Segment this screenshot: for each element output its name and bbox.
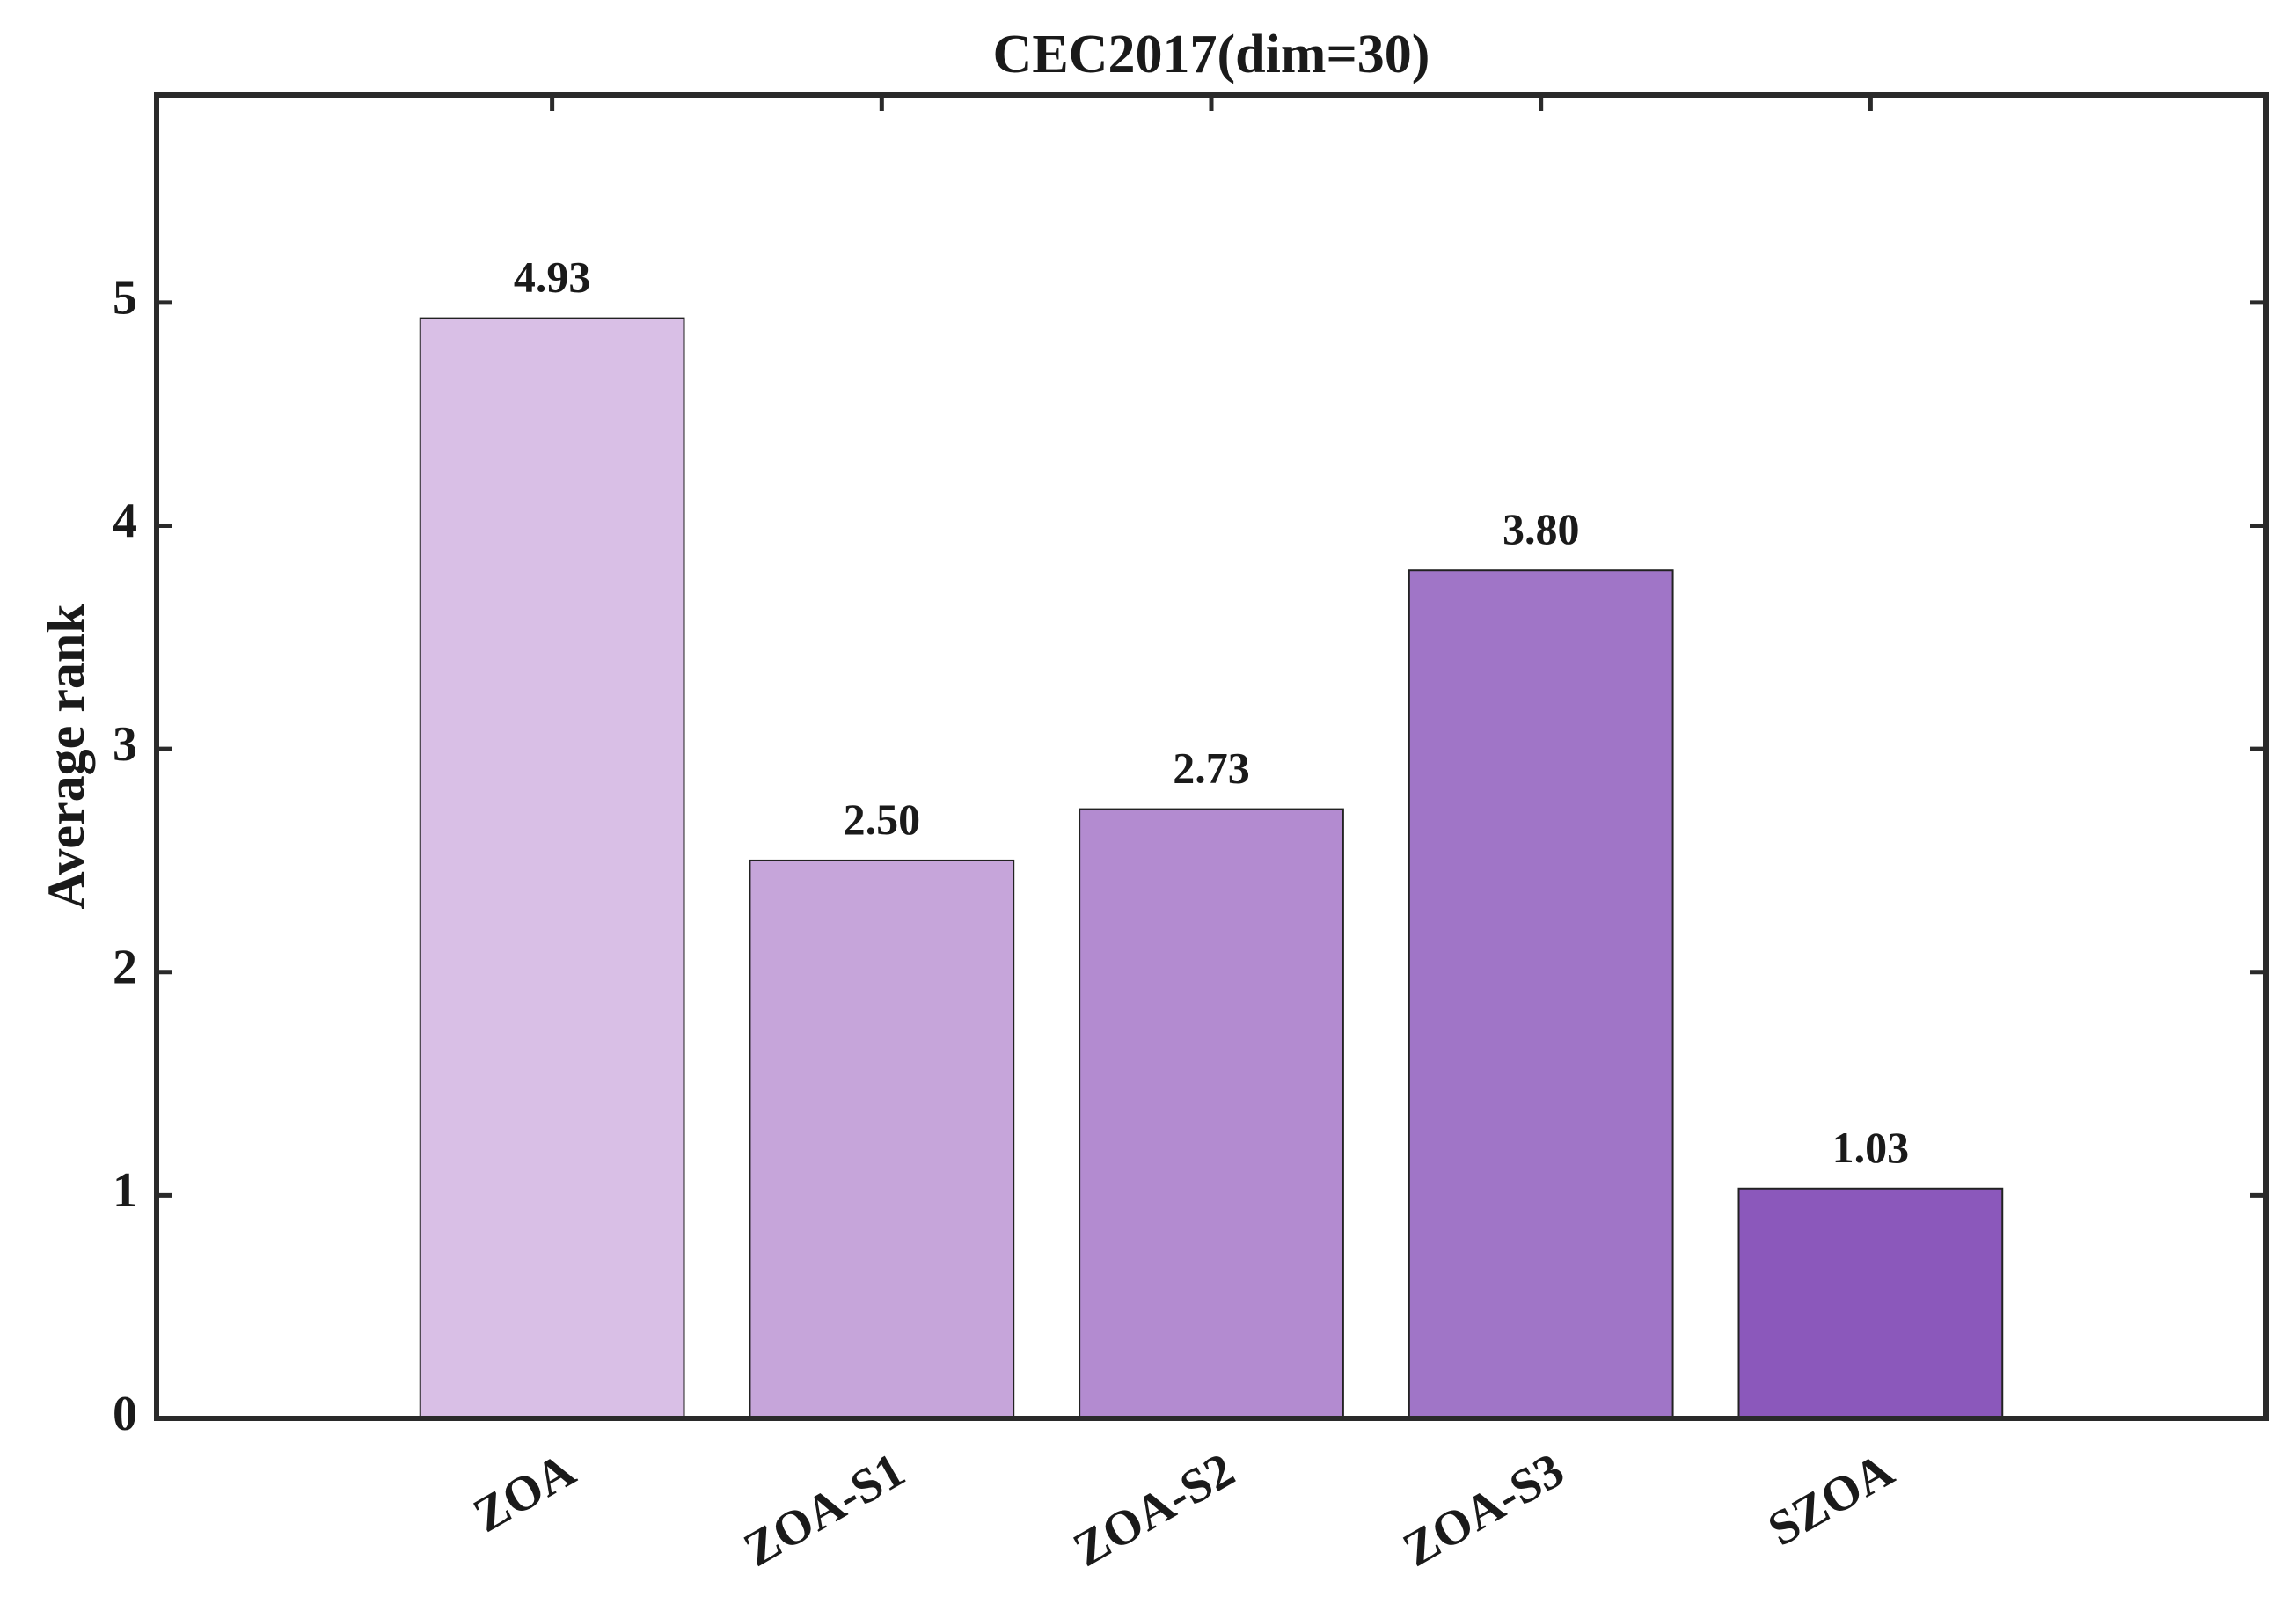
bar bbox=[1737, 1187, 2004, 1420]
value-label: 4.93 bbox=[514, 253, 591, 302]
value-label: 2.50 bbox=[844, 795, 921, 844]
x-tick-label: ZOA-S2 bbox=[1064, 1443, 1243, 1578]
plot-frame bbox=[154, 92, 2269, 1421]
value-label: 3.80 bbox=[1503, 504, 1580, 553]
y-tick-label: 0 bbox=[113, 1387, 137, 1441]
x-tick-label: ZOA-S3 bbox=[1394, 1443, 1573, 1578]
y-tick-label: 3 bbox=[113, 717, 137, 772]
bar bbox=[749, 859, 1015, 1419]
y-tick-label: 4 bbox=[113, 494, 137, 548]
y-tick-label: 5 bbox=[113, 271, 137, 326]
y-axis-label: Average rank bbox=[37, 604, 95, 910]
y-tick-label: 1 bbox=[113, 1163, 137, 1218]
bar bbox=[1408, 569, 1674, 1419]
bar bbox=[1079, 808, 1344, 1419]
y-tick-label: 2 bbox=[113, 941, 137, 995]
value-label: 1.03 bbox=[1832, 1123, 1910, 1172]
x-tick-label: ZOA-S1 bbox=[735, 1443, 913, 1578]
x-tick-label: SZOA bbox=[1759, 1442, 1904, 1557]
bar bbox=[419, 317, 685, 1420]
x-tick-label: ZOA bbox=[464, 1442, 585, 1543]
value-label: 2.73 bbox=[1173, 744, 1250, 793]
chart-title: CEC2017(dim=30) bbox=[993, 25, 1430, 84]
